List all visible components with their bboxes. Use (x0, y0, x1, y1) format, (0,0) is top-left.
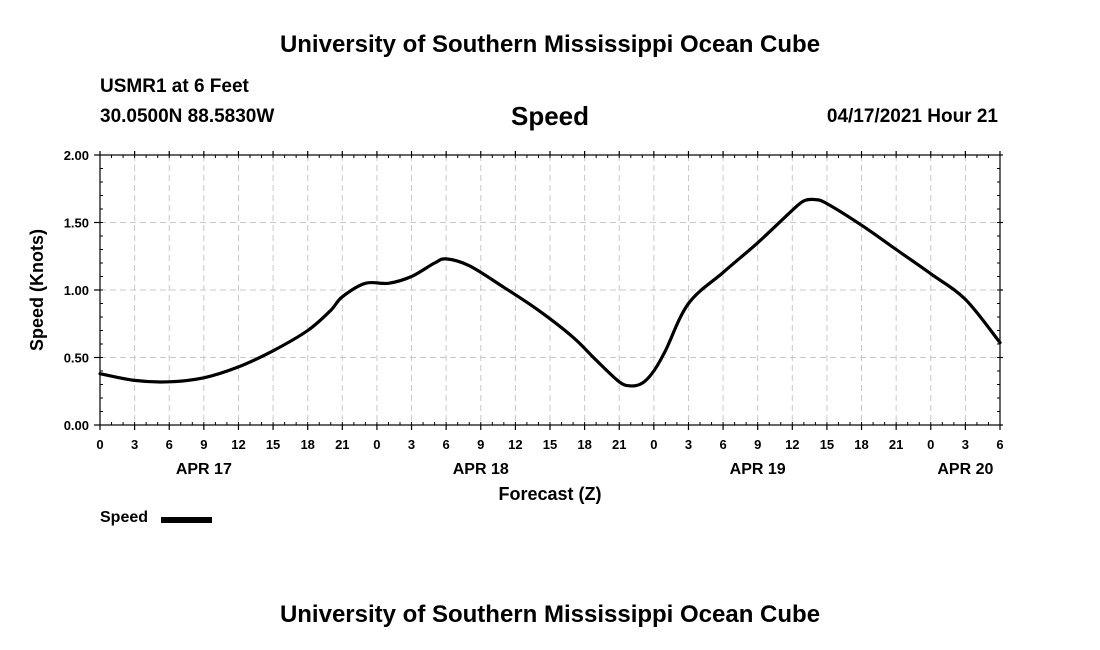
header-title: University of Southern Mississippi Ocean… (279, 31, 821, 58)
run-time: 04/17/2021 Hour 21 (826, 106, 998, 127)
y-tick-label: 1.00 (64, 283, 89, 298)
x-tick-label: 15 (266, 437, 280, 452)
footer-title: University of Southern Mississippi Ocean… (279, 601, 821, 628)
x-tick-label: 18 (300, 437, 314, 452)
x-tick-label: 15 (820, 437, 834, 452)
date-label: APR 18 (453, 461, 509, 478)
y-tick-label: 0.50 (64, 351, 89, 366)
y-tick-label: 1.50 (64, 216, 89, 231)
legend-label: Speed (100, 509, 149, 526)
x-tick-label: 0 (96, 437, 103, 452)
x-tick-label: 12 (231, 437, 245, 452)
speed-series-line (98, 197, 1002, 388)
date-label: APR 19 (730, 461, 786, 478)
chart-title: Speed (510, 101, 590, 131)
station-name: USMR1 at 6 Feet (100, 76, 249, 97)
x-tick-label: 18 (577, 437, 591, 452)
x-tick-label: 6 (443, 437, 450, 452)
x-tick-label: 6 (166, 437, 173, 452)
x-tick-label: 3 (962, 437, 969, 452)
y-tick-label: 2.00 (64, 148, 89, 163)
x-tick-label: 0 (650, 437, 657, 452)
x-tick-label: 0 (927, 437, 934, 452)
x-tick-label: 12 (785, 437, 799, 452)
legend-line-swatch (161, 517, 212, 523)
x-tick-label: 9 (754, 437, 761, 452)
x-tick-label: 21 (335, 437, 349, 452)
x-tick-label: 15 (543, 437, 557, 452)
date-label: APR 17 (176, 461, 232, 478)
x-tick-label: 3 (408, 437, 415, 452)
x-tick-label: 9 (477, 437, 484, 452)
x-tick-label: 6 (719, 437, 726, 452)
y-axis-label: Speed (Knots) (27, 229, 47, 351)
y-tick-label: 0.00 (64, 418, 89, 433)
x-tick-label: 18 (854, 437, 868, 452)
x-tick-label: 21 (612, 437, 626, 452)
x-tick-label: 21 (889, 437, 903, 452)
x-tick-label: 0 (373, 437, 380, 452)
x-axis-label: Forecast (Z) (498, 484, 601, 504)
x-tick-label: 6 (996, 437, 1003, 452)
x-tick-label: 9 (200, 437, 207, 452)
date-label: APR 20 (937, 461, 993, 478)
x-tick-label: 12 (508, 437, 522, 452)
x-tick-label: 3 (131, 437, 138, 452)
station-coordinates: 30.0500N 88.5830W (100, 106, 275, 127)
x-tick-label: 3 (685, 437, 692, 452)
